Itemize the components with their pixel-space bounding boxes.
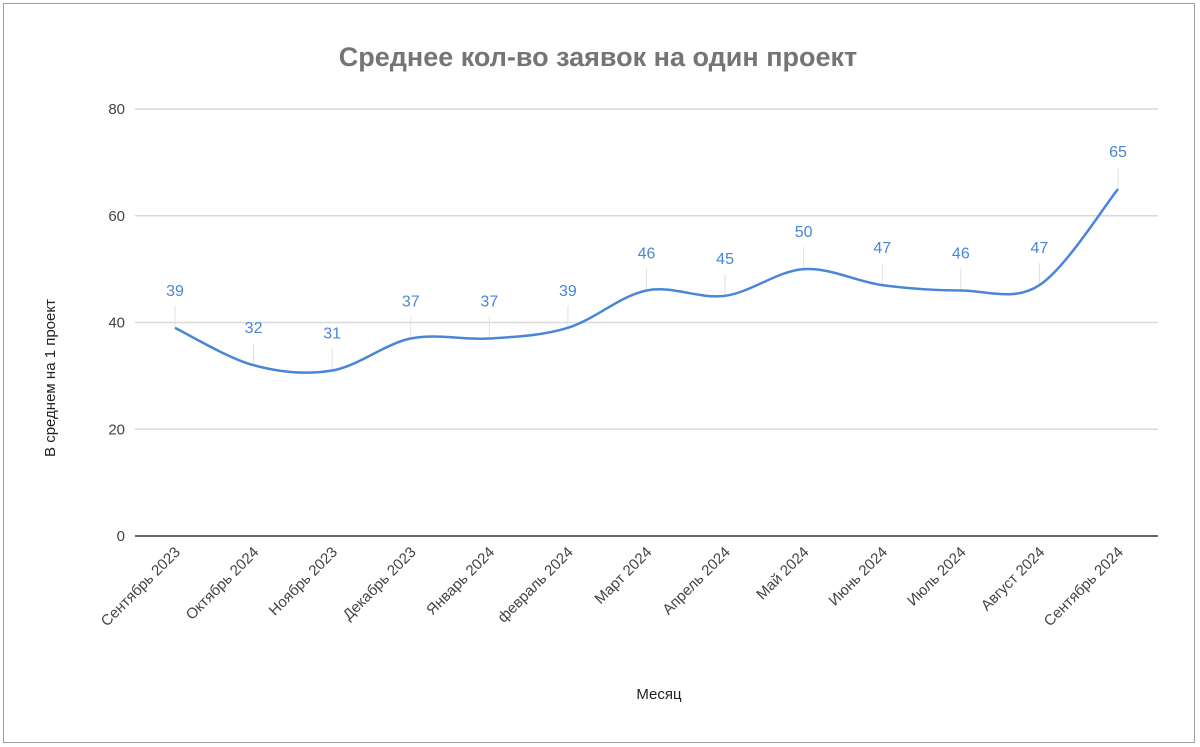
data-label: 47	[1031, 240, 1049, 257]
x-tick-label: Июнь 2024	[826, 544, 892, 610]
series-line	[174, 188, 1119, 374]
x-axis-title: Месяц	[636, 686, 682, 703]
data-label: 47	[873, 240, 891, 257]
data-label: 46	[638, 245, 656, 262]
x-tick-label: Август 2024	[978, 544, 1048, 614]
x-tick-label: Октябрь 2024	[183, 544, 263, 624]
y-tick-label: 60	[108, 208, 125, 225]
chart-frame	[3, 3, 1195, 743]
y-axis-title: В среднем на 1 проект	[42, 299, 59, 457]
x-tick-label: Сентябрь 2023	[98, 544, 184, 630]
data-label: 39	[166, 283, 184, 300]
x-tick-label: Март 2024	[591, 544, 655, 608]
chart-title: Среднее кол-во заявок на один проект	[339, 42, 857, 72]
data-label: 46	[952, 245, 970, 262]
y-tick-label: 40	[108, 315, 125, 332]
x-tick-label: Январь 2024	[423, 544, 498, 619]
x-tick-label: Ноябрь 2023	[266, 544, 341, 619]
data-label: 45	[716, 251, 734, 268]
x-tick-label: Май 2024	[753, 544, 812, 603]
data-label: 39	[559, 283, 577, 300]
data-label: 50	[795, 224, 813, 241]
y-tick-label: 0	[117, 528, 125, 545]
data-label: 37	[402, 294, 420, 311]
y-tick-label: 80	[108, 101, 125, 118]
data-label: 31	[323, 326, 341, 343]
x-tick-label: Декабрь 2023	[340, 544, 420, 624]
data-label: 32	[245, 320, 263, 337]
x-tick-label: февраль 2024	[494, 544, 576, 626]
y-tick-label: 20	[108, 421, 125, 438]
data-label: 65	[1109, 144, 1127, 161]
data-label: 37	[480, 294, 498, 311]
x-tick-label: Сентябрь 2024	[1041, 544, 1127, 630]
x-tick-label: Апрель 2024	[659, 544, 734, 619]
x-tick-label: Июль 2024	[904, 544, 970, 610]
